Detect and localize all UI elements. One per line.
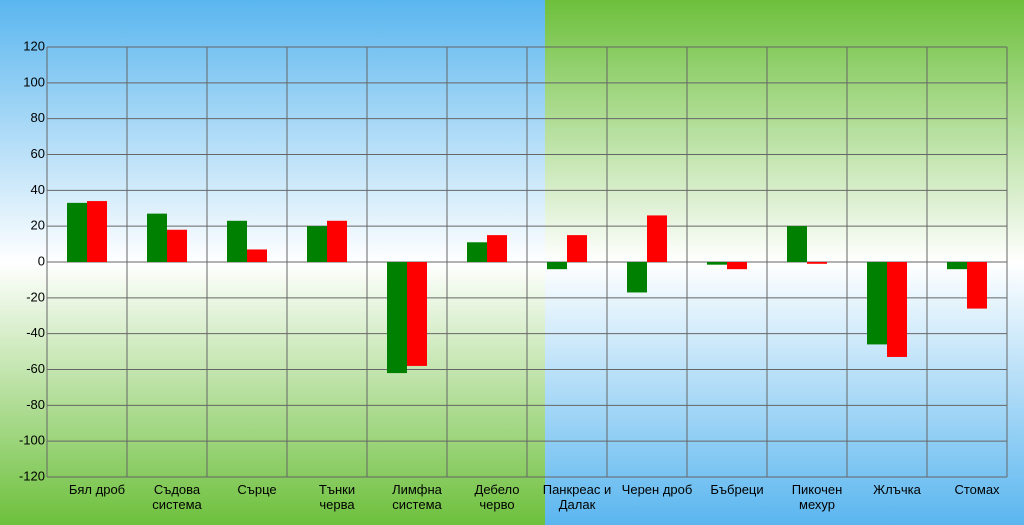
bar (487, 235, 507, 262)
bar (467, 242, 487, 262)
bar (647, 215, 667, 262)
x-tick-label: Панкреас и Далак (542, 482, 612, 512)
bar (967, 262, 987, 309)
bar (567, 235, 587, 262)
bar (807, 262, 827, 264)
y-tick-label: -40 (26, 325, 45, 340)
y-tick-label: -120 (19, 468, 45, 483)
bar (787, 226, 807, 262)
bar (727, 262, 747, 270)
y-tick-label: 120 (23, 38, 45, 53)
x-tick-label: Бял дроб (68, 482, 126, 497)
x-tick-label: Лимфна система (392, 482, 442, 512)
y-tick-label: -20 (26, 289, 45, 304)
bar (627, 262, 647, 293)
x-tick-label: Жлъчка (873, 482, 921, 497)
y-tick-label: -60 (26, 361, 45, 376)
x-tick-label: Съдова система (152, 482, 202, 512)
bar (247, 249, 267, 262)
x-tick-label: Сърце (237, 482, 277, 497)
bar (707, 262, 727, 265)
bar (387, 262, 407, 374)
x-tick-label: Тънки черва (318, 482, 356, 512)
bar (67, 202, 87, 262)
y-tick-label: 40 (31, 182, 45, 197)
y-tick-label: 20 (31, 218, 45, 233)
bar (307, 226, 327, 262)
bar (227, 220, 247, 262)
bar (147, 213, 167, 262)
y-tick-label: 80 (31, 110, 45, 125)
bar (167, 229, 187, 262)
bar (87, 201, 107, 262)
x-tick-label: Пикочен мехур (791, 482, 843, 512)
x-tick-label: Стомах (954, 482, 1000, 497)
bar (547, 262, 567, 270)
x-tick-label: Бъбреци (710, 482, 764, 497)
y-tick-label: -80 (26, 397, 45, 412)
bar (887, 262, 907, 357)
y-tick-label: -100 (19, 433, 45, 448)
x-tick-label: Черен дроб (621, 482, 693, 497)
bar (327, 220, 347, 262)
y-tick-label: 60 (31, 146, 45, 161)
y-tick-label: 0 (38, 253, 45, 268)
bar (867, 262, 887, 345)
bar (947, 262, 967, 270)
y-tick-label: 100 (23, 74, 45, 89)
bar (407, 262, 427, 366)
x-tick-label: Дебело черво (474, 482, 520, 512)
